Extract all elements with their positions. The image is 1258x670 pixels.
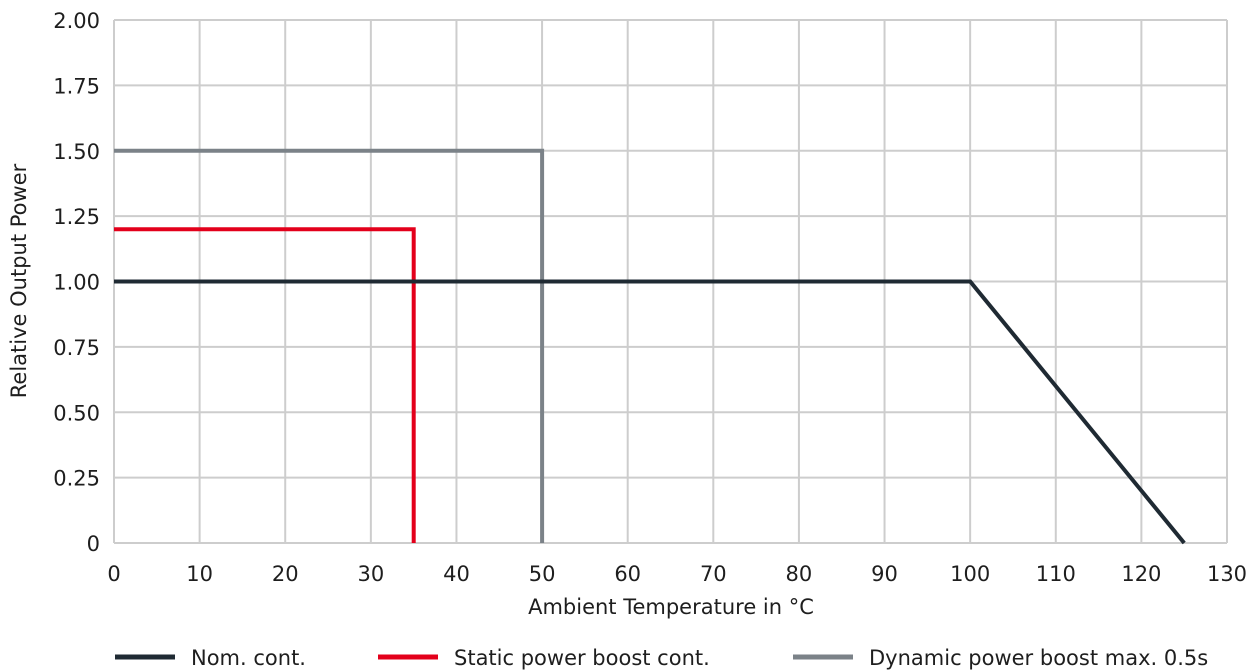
series-line	[114, 227, 416, 543]
x-tick-label: 80	[786, 562, 813, 586]
x-tick-label: 50	[529, 562, 556, 586]
x-axis-label: Ambient Temperature in °C	[528, 595, 814, 619]
y-tick-label: 0.75	[53, 336, 100, 360]
y-tick-label: 1.50	[53, 140, 100, 164]
x-tick-label: 90	[871, 562, 898, 586]
legend: Nom. cont. Static power boost cont. Dynami…	[115, 646, 1208, 670]
series-line	[114, 279, 1186, 545]
y-tick-label: 0.25	[53, 467, 100, 491]
x-tick-label: 20	[272, 562, 299, 586]
x-tick-label: 100	[950, 562, 990, 586]
x-tick-label: 110	[1036, 562, 1076, 586]
legend-label: Nom. cont.	[191, 646, 306, 670]
x-tick-label: 120	[1121, 562, 1161, 586]
legend-label: Static power boost cont.	[454, 646, 710, 670]
y-axis-label: Relative Output Power	[7, 163, 31, 398]
grid	[113, 19, 1228, 544]
y-tick-label: 1.00	[53, 271, 100, 295]
y-tick-label: 2.00	[53, 9, 100, 33]
y-tick-label: 1.25	[53, 205, 100, 229]
x-tick-label: 0	[107, 562, 120, 586]
y-tick-label: 1.75	[53, 74, 100, 98]
x-tick-label: 30	[357, 562, 384, 586]
legend-label: Dynamic power boost max. 0.5s	[869, 646, 1208, 670]
x-tick-label: 10	[186, 562, 213, 586]
x-axis-ticks: 0 10 20 30 40 50 60 70 80 90 100 110 120 130	[107, 562, 1247, 586]
x-tick-label: 60	[614, 562, 641, 586]
y-axis-ticks: 0 0.25 0.50 0.75 1.00 1.25 1.50 1.75 2.00	[53, 9, 100, 556]
series-lines	[114, 148, 1186, 545]
series-line	[114, 148, 545, 543]
y-tick-label: 0.50	[53, 401, 100, 425]
y-tick-label: 0	[87, 532, 100, 556]
x-tick-label: 40	[443, 562, 470, 586]
x-tick-label: 70	[700, 562, 727, 586]
x-tick-label: 130	[1207, 562, 1247, 586]
